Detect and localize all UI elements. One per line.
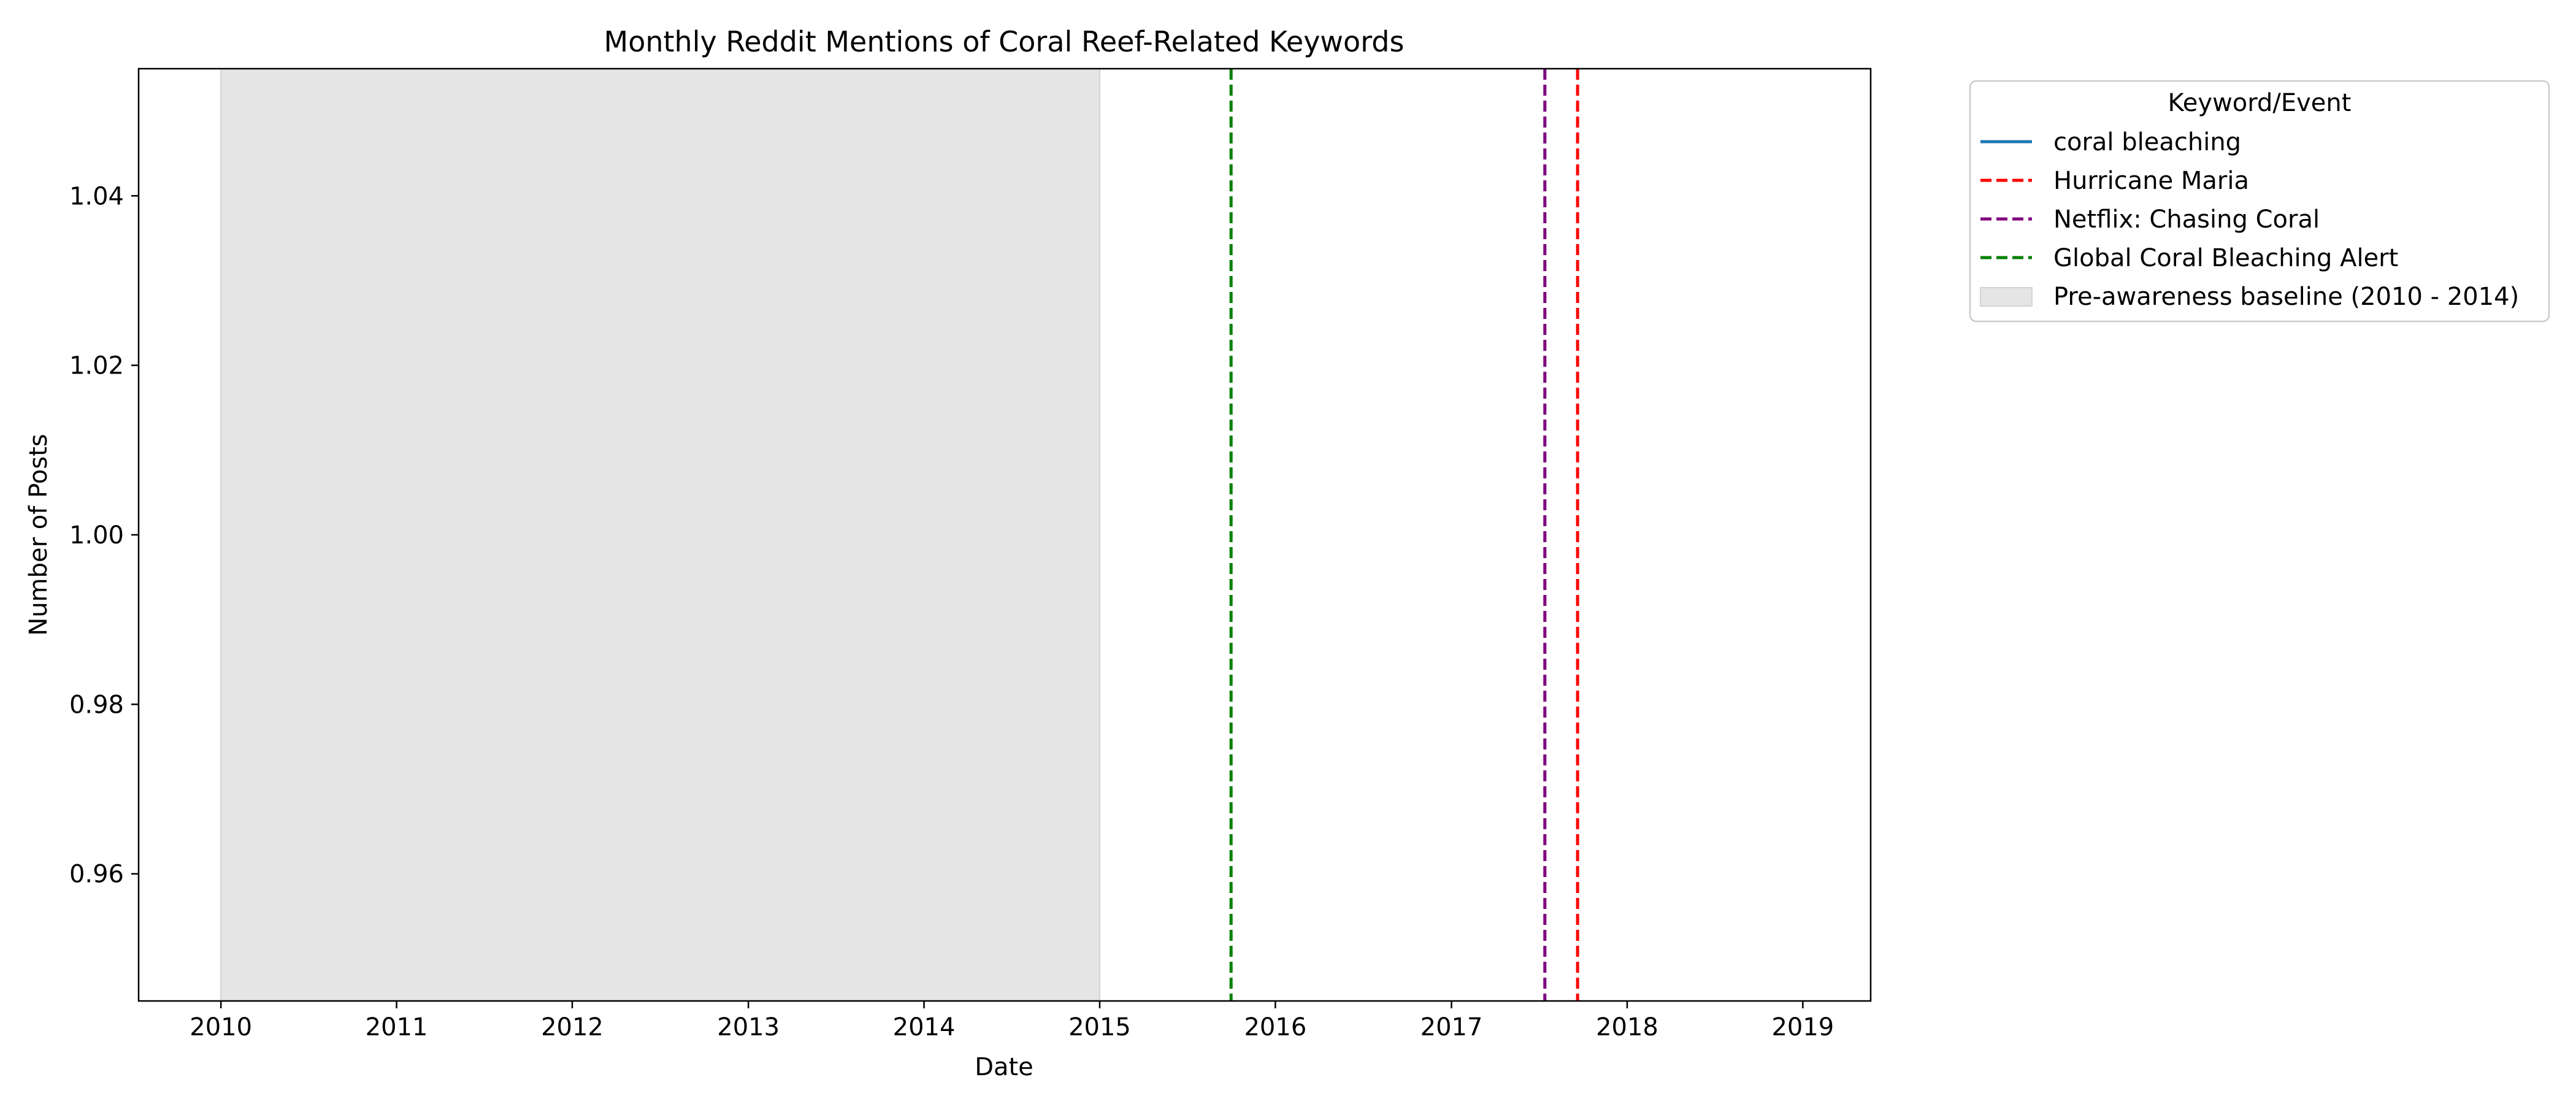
x-tick-label: 2013 bbox=[717, 1013, 780, 1041]
legend-entry-coral-bleaching: coral bleaching bbox=[1980, 128, 2241, 156]
x-tick-label: 2014 bbox=[893, 1013, 956, 1041]
shaded-region-pre-awareness-baseline-2010-2014 bbox=[220, 68, 1100, 1002]
x-tick-label: 2016 bbox=[1244, 1013, 1306, 1041]
legend-label: Global Coral Bleaching Alert bbox=[2053, 244, 2398, 272]
legend: Keyword/Event coral bleaching Hurricane M… bbox=[1969, 80, 2550, 323]
x-tick-label: 2011 bbox=[366, 1013, 428, 1041]
legend-title: Keyword/Event bbox=[2168, 89, 2352, 117]
x-axis: 2010 2011 2012 2013 2014 2015 2016 2017 2018 2019 bbox=[190, 1001, 1834, 1041]
legend-swatch bbox=[1980, 287, 2033, 307]
x-tick-label: 2019 bbox=[1771, 1013, 1834, 1041]
x-tick-label: 2017 bbox=[1420, 1013, 1483, 1041]
y-tick-label: 1.02 bbox=[69, 352, 124, 380]
x-axis-label: Date bbox=[975, 1053, 1033, 1081]
x-tick-label: 2015 bbox=[1068, 1013, 1131, 1041]
legend-entry-netflix-chasing-coral: Netflix: Chasing Coral bbox=[1980, 205, 2320, 234]
y-tick-label: 0.96 bbox=[69, 861, 124, 889]
legend-entry-global-coral-bleaching-alert: Global Coral Bleaching Alert bbox=[1980, 244, 2398, 272]
x-tick-label: 2018 bbox=[1596, 1013, 1658, 1041]
y-tick-label: 1.04 bbox=[69, 182, 124, 210]
y-tick-label: 1.00 bbox=[69, 521, 124, 550]
y-tick-label: 0.98 bbox=[69, 691, 124, 719]
y-axis: 0.96 0.98 1.00 1.02 1.04 bbox=[69, 182, 139, 889]
x-tick-label: 2012 bbox=[541, 1013, 604, 1041]
legend-label: Pre-awareness baseline (2010 - 2014) bbox=[2053, 283, 2519, 311]
legend-entry-hurricane-maria: Hurricane Maria bbox=[1980, 167, 2249, 195]
legend-label: coral bleaching bbox=[2053, 128, 2241, 156]
legend-label: Netflix: Chasing Coral bbox=[2053, 205, 2320, 234]
legend-label: Hurricane Maria bbox=[2053, 167, 2249, 195]
legend-box bbox=[1969, 80, 2550, 323]
legend-entry-pre-awareness-baseline-2010-2014: Pre-awareness baseline (2010 - 2014) bbox=[1980, 283, 2519, 311]
y-axis-label: Number of Posts bbox=[25, 434, 53, 635]
plot-area bbox=[137, 67, 1872, 1002]
x-tick-label: 2010 bbox=[190, 1013, 252, 1041]
chart-title: Monthly Reddit Mentions of Coral Reef-Re… bbox=[604, 25, 1405, 58]
